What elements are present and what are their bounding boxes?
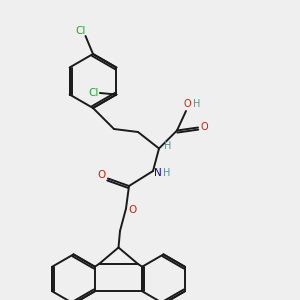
Text: O: O	[200, 122, 208, 132]
Text: O: O	[97, 170, 106, 180]
Text: O: O	[128, 205, 137, 215]
Text: H: H	[163, 167, 170, 178]
Text: N: N	[154, 167, 161, 178]
Text: Cl: Cl	[88, 88, 98, 98]
Text: Cl: Cl	[76, 26, 86, 36]
Text: O: O	[184, 99, 191, 110]
Text: H: H	[193, 99, 200, 110]
Text: H: H	[164, 141, 171, 151]
